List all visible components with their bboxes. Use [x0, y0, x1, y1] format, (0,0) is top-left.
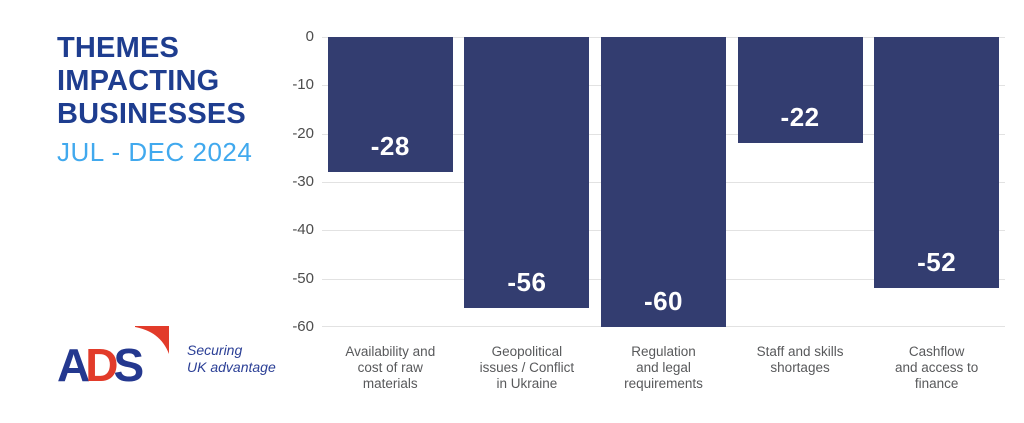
bar-value-label: -60 — [643, 286, 684, 316]
bar-1: -28 — [327, 37, 453, 173]
bar-4: -22 — [737, 37, 863, 144]
logo-block: ADS Securing UK advantage — [57, 326, 276, 391]
ads-logo: ADS — [57, 326, 169, 391]
category-label-line: cost of raw — [357, 360, 423, 375]
bar-value-label: -56 — [507, 266, 547, 297]
logo-letters: ADS — [57, 339, 144, 391]
plot-area: 0 -10 -20 -30 -40 -50 -60 -28 -56 -60 -22 -52 — [292, 28, 1005, 335]
y-axis-tick-label: -10 — [292, 76, 314, 94]
category-label: Cashflow and access to finance — [868, 344, 1005, 392]
category-label-line: finance — [914, 376, 959, 391]
category-label-line: in Ukraine — [496, 376, 558, 391]
bars-row: -28 -56 -60 -22 -52 — [322, 37, 1005, 327]
category-label: Regulation and legal requirements — [595, 344, 732, 392]
logo-tagline-line2: UK advantage — [187, 359, 276, 375]
bar-slot: -56 — [459, 37, 596, 327]
y-axis-tick-label: 0 — [305, 28, 314, 45]
category-axis: Availability and cost of raw materials Geop… — [322, 344, 1005, 392]
page-title: THEMES IMPACTING BUSINESSES — [57, 32, 246, 130]
bar-2: -56 — [464, 37, 590, 308]
page-subtitle: JUL - DEC 2024 — [57, 137, 253, 167]
logo-swoosh-icon — [135, 326, 169, 354]
logo-tagline: Securing UK advantage — [187, 342, 276, 376]
category-label: Staff and skills shortages — [732, 344, 869, 392]
bar-5: -52 — [874, 37, 1000, 289]
category-label-line: requirements — [624, 376, 703, 391]
title-block: THEMES IMPACTING BUSINESSES JUL - DEC 20… — [57, 32, 292, 167]
logo-tagline-line1: Securing — [187, 342, 243, 358]
category-label-line: Cashflow — [908, 344, 965, 359]
logo-letter-d: D — [85, 339, 118, 391]
bar-slot: -28 — [322, 37, 459, 327]
logo-letter-a: A — [57, 339, 90, 391]
bar-chart: 0 -10 -20 -30 -40 -50 -60 -28 -56 -60 -22 -52 Avail… — [292, 28, 1005, 392]
y-axis-tick-label: -20 — [292, 124, 314, 142]
bar-slot: -60 — [595, 37, 732, 327]
category-label-line: Staff and skills — [756, 344, 844, 359]
category-label-line: and legal — [636, 360, 691, 375]
y-axis-tick-label: -30 — [292, 173, 314, 190]
category-label: Geopolitical issues / Conflict in Ukraine — [459, 344, 596, 392]
category-label-line: issues / Conflict — [479, 360, 575, 375]
bar-value-label: -52 — [917, 247, 957, 278]
logo-letter-s: S — [113, 339, 144, 391]
bar-value-label: -22 — [780, 102, 820, 133]
bar-value-label: -28 — [370, 131, 410, 162]
bar-3: -60 — [601, 37, 726, 327]
y-axis-tick-label: -40 — [292, 221, 314, 239]
y-axis-tick-label: -50 — [292, 269, 314, 287]
category-label: Availability and cost of raw materials — [322, 344, 459, 392]
bar-slot: -52 — [868, 37, 1005, 327]
category-label-line: Regulation — [631, 344, 696, 359]
bar-slot: -22 — [732, 37, 869, 327]
category-label-line: Geopolitical — [491, 344, 563, 359]
y-axis-tick-label: -60 — [292, 318, 314, 335]
category-label-line: and access to — [895, 360, 979, 375]
category-label-line: shortages — [770, 360, 830, 375]
category-label-line: Availability and — [345, 344, 436, 359]
category-label-line: materials — [362, 376, 418, 391]
